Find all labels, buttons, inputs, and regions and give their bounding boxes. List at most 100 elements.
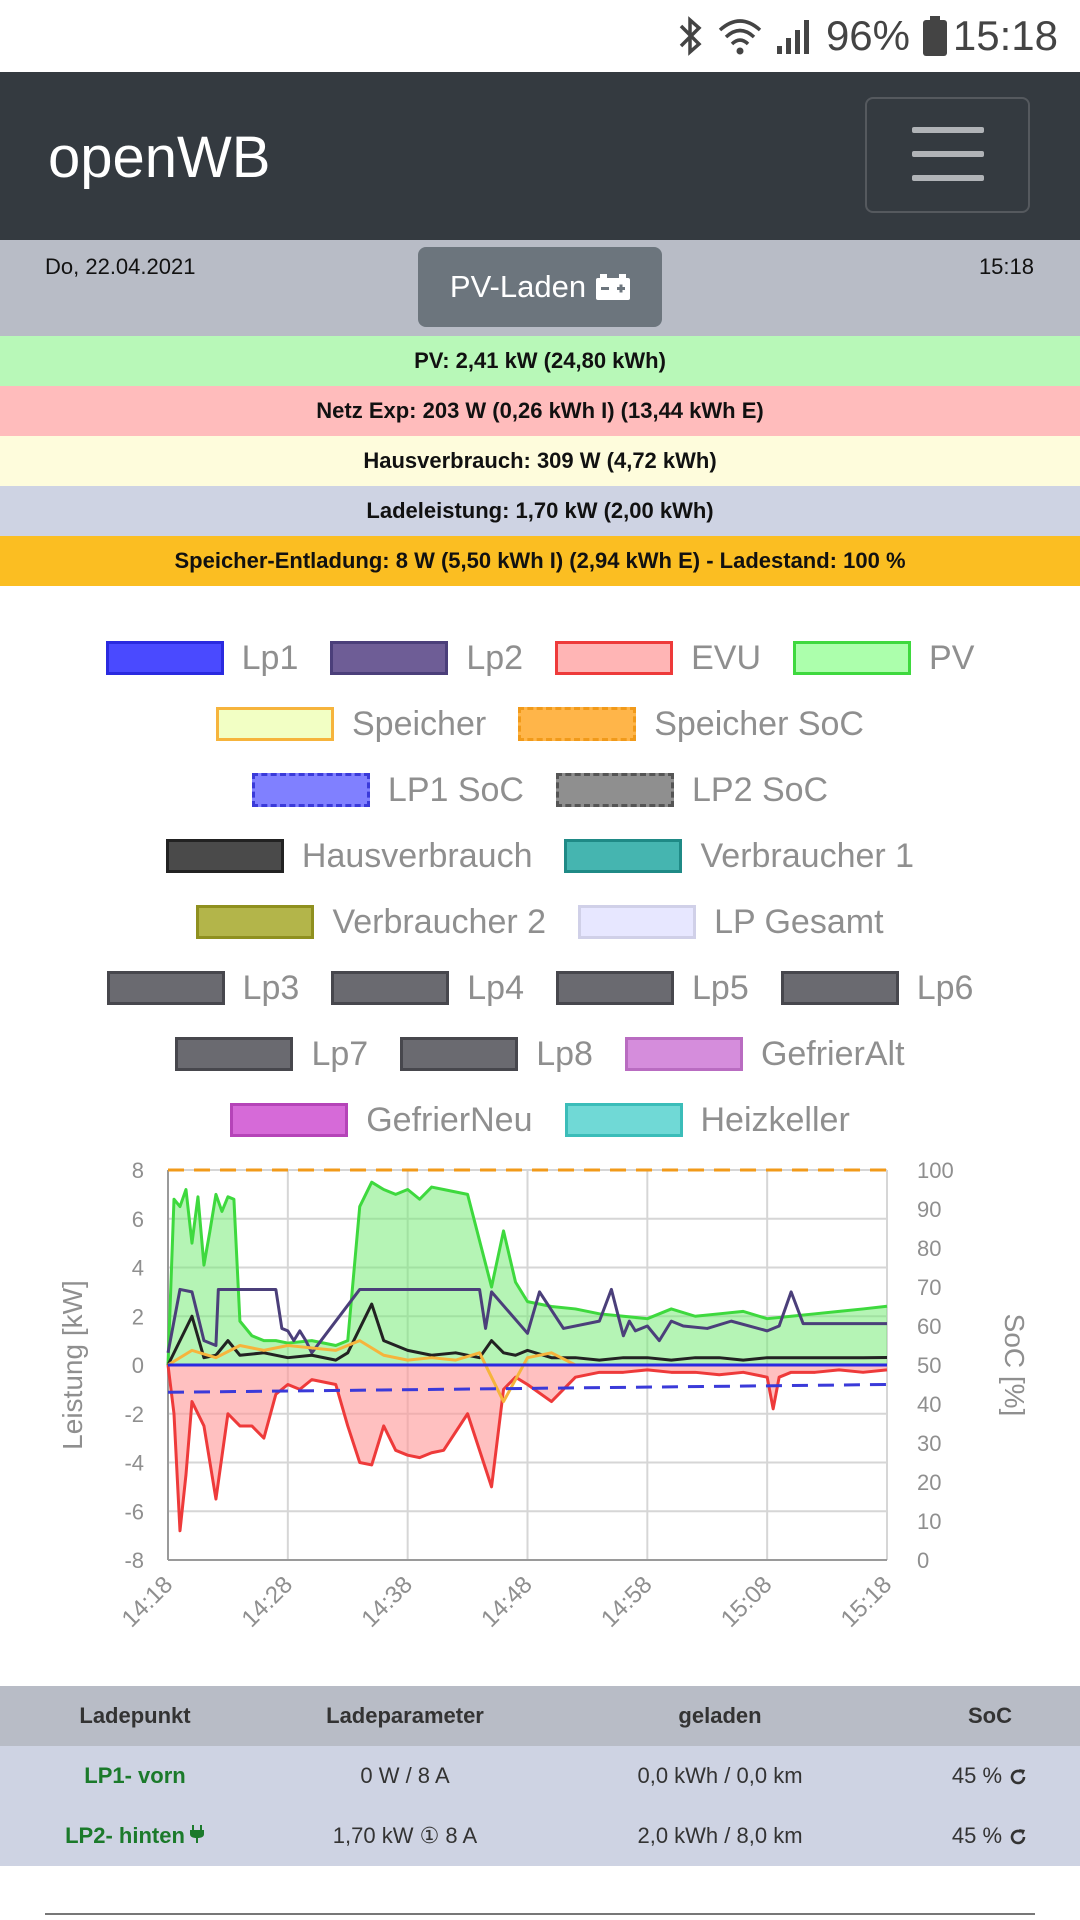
legend-row: GefrierNeu Heizkeller <box>0 1087 1080 1153</box>
soc-value: 45 % <box>900 1763 1080 1789</box>
legend-label: Lp5 <box>692 968 749 1007</box>
y2-tick-label: 20 <box>917 1470 941 1495</box>
col-soc: SoC <box>968 1703 1012 1728</box>
legend-swatch <box>793 641 912 675</box>
info-row: Speicher-Entladung: 8 W (5,50 kWh I) (2,… <box>0 536 1080 586</box>
legend-item[interactable]: Lp6 <box>780 969 973 1008</box>
battery-icon <box>923 16 947 56</box>
charge-mode-label: PV-Laden <box>449 269 587 304</box>
y-tick-label: 2 <box>132 1304 144 1329</box>
table-row: LP1- vorn 0 W / 8 A 0,0 kWh / 0,0 km 45 % <box>0 1746 1080 1806</box>
info-row: Ladeleistung: 1,70 kW (2,00 kWh) <box>0 486 1080 536</box>
current-date: Do, 22.04.2021 <box>45 254 196 279</box>
legend-item[interactable]: LP1 SoC <box>251 770 524 810</box>
y2-tick-label: 100 <box>917 1158 954 1183</box>
legend-item[interactable]: Lp4 <box>331 969 524 1008</box>
charged-amount: 2,0 kWh / 8,0 km <box>637 1823 803 1848</box>
battery-percent: 96% <box>825 12 910 59</box>
y2-tick-label: 70 <box>917 1275 941 1300</box>
series-line <box>167 1383 888 1394</box>
charge-parameter: 0 W / 8 A <box>360 1763 450 1788</box>
legend-item[interactable]: Hausverbrauch <box>165 837 532 876</box>
charge-mode-button[interactable]: PV-Laden <box>418 247 662 327</box>
hamburger-icon <box>912 175 984 181</box>
status-bar: 96% 15:18 <box>0 0 1080 72</box>
col-ladepunkt: Ladepunkt <box>79 1703 191 1728</box>
legend-item[interactable]: Speicher <box>216 705 486 744</box>
legend-label: Lp1 <box>241 638 299 677</box>
info-row: PV: 2,41 kW (24,80 kWh) <box>0 336 1080 386</box>
legend-label: Speicher SoC <box>654 704 864 743</box>
refresh-icon[interactable] <box>1008 1827 1028 1847</box>
legend-swatch <box>555 641 674 675</box>
legend-item[interactable]: Lp7 <box>175 1035 368 1074</box>
legend-item[interactable]: Lp2 <box>330 639 523 678</box>
legend-swatch <box>175 1037 294 1071</box>
signal-icon <box>777 20 809 54</box>
legend-label: Lp7 <box>311 1034 369 1073</box>
legend-row: Lp3 Lp4 Lp5 Lp6 <box>0 955 1080 1021</box>
y2-tick-label: 60 <box>917 1314 941 1339</box>
legend-label: Verbraucher 2 <box>332 902 547 941</box>
legend-swatch <box>518 707 637 741</box>
info-row: Hausverbrauch: 309 W (4,72 kWh) <box>0 436 1080 486</box>
x-tick-label: 14:48 <box>476 1571 538 1633</box>
legend-item[interactable]: GefrierNeu <box>230 1101 533 1140</box>
legend-swatch <box>400 1037 519 1071</box>
legend-swatch <box>106 971 225 1005</box>
legend-item[interactable]: Verbraucher 1 <box>564 837 914 876</box>
y2-tick-label: 10 <box>917 1509 941 1534</box>
legend-swatch <box>780 971 899 1005</box>
legend-item[interactable]: Lp3 <box>106 969 299 1008</box>
y-tick-label: -4 <box>124 1451 144 1476</box>
chargepoint-name[interactable]: LP1- vorn <box>84 1763 186 1788</box>
legend-item[interactable]: Verbraucher 2 <box>196 903 546 942</box>
legend-item[interactable]: Heizkeller <box>564 1100 850 1140</box>
refresh-icon[interactable] <box>1008 1767 1028 1787</box>
legend-label: LP2 SoC <box>692 770 829 809</box>
y2-tick-label: 80 <box>917 1236 941 1261</box>
charged-amount: 0,0 kWh / 0,0 km <box>637 1763 803 1788</box>
soc-value: 45 % <box>900 1823 1080 1849</box>
legend-item[interactable]: Lp8 <box>400 1035 593 1074</box>
y2-tick-label: 0 <box>917 1548 929 1573</box>
y-tick-label: -8 <box>124 1548 144 1573</box>
legend-item[interactable]: GefrierAlt <box>624 1034 905 1074</box>
legend-label: Verbraucher 1 <box>700 836 915 875</box>
legend-row: Speicher Speicher SoC <box>0 691 1080 757</box>
legend-item[interactable]: EVU <box>555 639 761 678</box>
legend-label: Lp4 <box>467 968 524 1007</box>
car-battery-icon <box>596 274 631 300</box>
charge-parameter: 1,70 kW ① 8 A <box>332 1823 478 1848</box>
power-chart: 86420-2-4-6-8100908070605040302010014:18… <box>57 1158 1030 1633</box>
legend-row: Hausverbrauch Verbraucher 1 <box>0 823 1080 889</box>
series-line <box>166 1302 888 1366</box>
brand-title[interactable]: openWB <box>48 125 271 190</box>
legend-swatch <box>216 707 334 741</box>
legend-item[interactable]: Lp5 <box>556 969 749 1008</box>
legend-item[interactable]: LP Gesamt <box>578 903 884 942</box>
menu-toggle-button[interactable] <box>865 97 1030 213</box>
x-tick-label: 15:18 <box>836 1571 898 1633</box>
legend-item[interactable]: PV <box>793 639 974 678</box>
legend-swatch <box>230 1103 349 1137</box>
legend-item[interactable]: Lp1 <box>105 638 299 678</box>
legend-label: Heizkeller <box>700 1100 850 1139</box>
legend-swatch <box>331 971 450 1005</box>
divider <box>45 1913 1035 1915</box>
legend-swatch <box>196 905 315 939</box>
legend-swatch <box>105 641 224 675</box>
legend-label: GefrierAlt <box>760 1034 905 1073</box>
series-line <box>166 1287 887 1355</box>
chart-legend: Lp1 Lp2 EVU PV Speicher Speicher SoC LP1 SoC LP… <box>0 625 1080 1153</box>
series-line <box>166 1364 888 1533</box>
legend-row: LP1 SoC LP2 SoC <box>0 757 1080 823</box>
y-tick-label: 0 <box>132 1353 144 1378</box>
legend-swatch <box>330 641 449 675</box>
hamburger-icon <box>912 151 984 157</box>
chargepoint-name[interactable]: LP2- hinten <box>0 1823 270 1849</box>
legend-label: LP1 SoC <box>387 770 524 809</box>
legend-item[interactable]: Speicher SoC <box>518 705 864 744</box>
legend-item[interactable]: LP2 SoC <box>556 771 828 810</box>
y-tick-label: -6 <box>124 1499 144 1524</box>
